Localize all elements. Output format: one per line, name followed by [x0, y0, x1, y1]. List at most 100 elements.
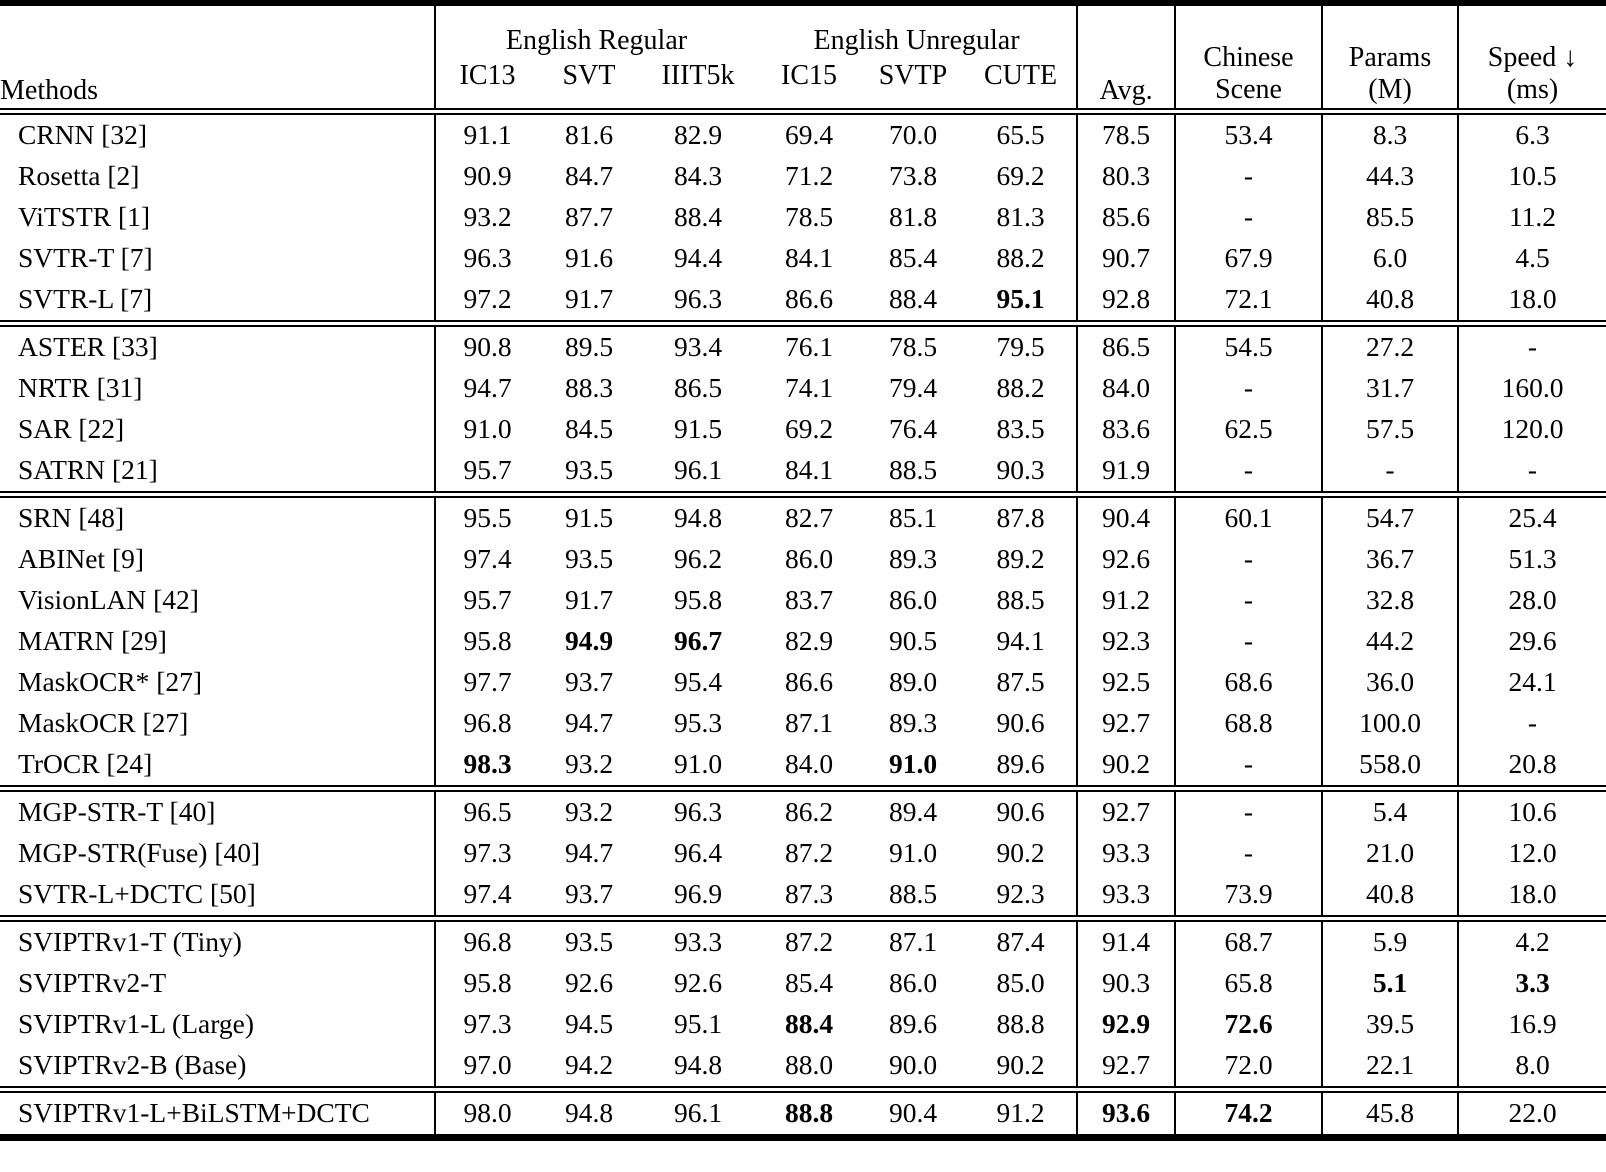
value-cell: 87.7 — [564, 201, 614, 233]
method-name: ASTER [33] — [0, 320, 436, 368]
value-cell: 81.6 — [539, 108, 639, 156]
table-row: ASTER [33] 90.8 89.5 93.4 76.1 78.5 79.5 86.5 54… — [0, 320, 1606, 368]
value-cell: 74.1 — [784, 372, 834, 404]
value-cell: 83.5 — [965, 409, 1079, 450]
value-cell: 89.6 — [888, 1008, 938, 1040]
method-name: MaskOCR* [27] — [0, 662, 436, 703]
value-cell: 88.8 — [965, 1004, 1079, 1045]
value-cell: 69.4 — [757, 108, 861, 156]
value-cell: 6.0 — [1322, 238, 1460, 279]
value-cell: 44.3 — [1322, 156, 1460, 197]
value-cell: 98.0 — [435, 1086, 539, 1138]
value-cell: 70.0 — [861, 108, 965, 156]
value-cell: 93.2 — [463, 201, 512, 233]
value-cell: 91.4 — [1077, 915, 1177, 963]
value-cell: 68.8 — [1175, 703, 1324, 744]
value-cell: 4.2 — [1458, 915, 1606, 963]
value-cell: 93.5 — [564, 454, 614, 486]
speed-line2: (ms) — [1506, 73, 1559, 105]
value-cell: 93.2 — [539, 785, 639, 833]
value-cell: 87.8 — [965, 491, 1079, 539]
value-cell: 86.6 — [784, 283, 834, 315]
value-cell: 54.5 — [1175, 320, 1324, 368]
value-cell: 72.1 — [1175, 279, 1324, 324]
value-cell: 90.7 — [1077, 238, 1177, 279]
value-cell: 20.8 — [1508, 748, 1557, 780]
value-cell: 69.2 — [965, 156, 1079, 197]
value-cell: 6.3 — [1458, 108, 1606, 156]
value-cell: 87.3 — [784, 878, 834, 910]
value-cell: 90.2 — [965, 833, 1079, 874]
table-row: SVIPTRv2-B (Base) 97.0 94.2 94.8 88.0 90.0 90.… — [0, 1045, 1606, 1090]
chinese-scene-line1: Chinese — [1203, 41, 1294, 73]
value-cell: 96.3 — [639, 785, 757, 833]
table-row: CRNN [32] 91.1 81.6 82.9 69.4 70.0 65.5 78.5 53.… — [0, 108, 1606, 156]
value-cell: 90.9 — [463, 160, 512, 192]
method-name: VisionLAN [42] — [0, 580, 436, 621]
value-cell: 25.4 — [1458, 491, 1606, 539]
value-cell: 73.9 — [1175, 874, 1324, 919]
value-cell: - — [1175, 785, 1324, 833]
value-cell: 93.5 — [564, 543, 614, 575]
speed-column-header: Speed ↓ (ms) — [1458, 3, 1606, 112]
value-cell: 79.5 — [965, 320, 1079, 368]
value-cell: 36.0 — [1322, 662, 1460, 703]
params-column-header: Params (M) — [1322, 3, 1460, 112]
method-name: SRN [48] — [0, 491, 436, 539]
value-cell: 91.7 — [564, 283, 614, 315]
column-header-cute: CUTE — [965, 58, 1079, 112]
value-cell: 96.5 — [435, 785, 539, 833]
method-name: ViTSTR [1] — [0, 197, 436, 238]
chinese-scene-column-header: Chinese Scene — [1175, 3, 1324, 112]
value-cell: 8.0 — [1515, 1049, 1550, 1081]
value-cell: 60.1 — [1175, 491, 1324, 539]
value-cell: 86.0 — [888, 584, 938, 616]
value-cell: 89.4 — [861, 785, 965, 833]
method-name: TrOCR [24] — [0, 744, 436, 789]
value-cell: 29.6 — [1508, 625, 1557, 657]
value-cell: 94.8 — [673, 1049, 723, 1081]
value-cell: 97.7 — [463, 666, 512, 698]
method-name: SVIPTRv1-T (Tiny) — [0, 915, 436, 963]
value-cell: 92.6 — [673, 967, 723, 999]
value-cell: 72.6 — [1175, 1004, 1324, 1045]
method-name: SVTR-L [7] — [0, 279, 436, 324]
value-cell: 40.8 — [1322, 874, 1460, 919]
method-name: MaskOCR [27] — [0, 703, 436, 744]
value-cell: 74.2 — [1175, 1086, 1324, 1138]
value-cell: 88.8 — [757, 1086, 861, 1138]
value-cell: 96.8 — [435, 915, 539, 963]
table-row: SRN [48] 95.5 91.5 94.8 82.7 85.1 87.8 90.4 60.1… — [0, 491, 1606, 539]
value-cell: 93.7 — [564, 666, 614, 698]
table-row: Rosetta [2] 90.9 84.7 84.3 71.2 73.8 69.2 80.3-… — [0, 156, 1606, 197]
value-cell: 92.7 — [1077, 703, 1177, 744]
value-cell: 21.0 — [1322, 833, 1460, 874]
value-cell: 79.4 — [888, 372, 938, 404]
value-cell: 36.7 — [1322, 539, 1460, 580]
value-cell: 95.3 — [673, 707, 723, 739]
value-cell: 18.0 — [1508, 283, 1557, 315]
value-cell: 84.3 — [673, 160, 723, 192]
value-cell: - — [1458, 320, 1606, 368]
value-cell: - — [1175, 833, 1324, 874]
group-header-english-regular: English Regular — [505, 24, 688, 56]
value-cell: 80.3 — [1077, 156, 1177, 197]
value-cell: 97.2 — [463, 283, 512, 315]
value-cell: 93.6 — [1077, 1086, 1177, 1138]
table-row: VisionLAN [42] 95.7 91.7 95.8 83.7 86.0 88.5 91… — [0, 580, 1606, 621]
method-name: MGP-STR(Fuse) [40] — [0, 833, 436, 874]
value-cell: - — [1175, 539, 1324, 580]
table-row: SVTR-L+DCTC [50] 97.4 93.7 96.9 87.3 88.5 92.3… — [0, 874, 1606, 919]
value-cell: 22.0 — [1458, 1086, 1606, 1138]
method-name: MGP-STR-T [40] — [0, 785, 436, 833]
value-cell: 88.5 — [888, 878, 938, 910]
value-cell: - — [1527, 454, 1538, 486]
value-cell: 82.7 — [757, 491, 861, 539]
method-name: SVTR-L+DCTC [50] — [0, 874, 436, 919]
value-cell: 92.9 — [1077, 1004, 1177, 1045]
value-cell: 90.6 — [965, 785, 1079, 833]
value-cell: 90.2 — [965, 1045, 1079, 1090]
group-header-english-unregular: English Unregular — [757, 3, 1079, 58]
method-name: NRTR [31] — [0, 368, 436, 409]
column-header-ic15: IC15 — [781, 60, 837, 91]
